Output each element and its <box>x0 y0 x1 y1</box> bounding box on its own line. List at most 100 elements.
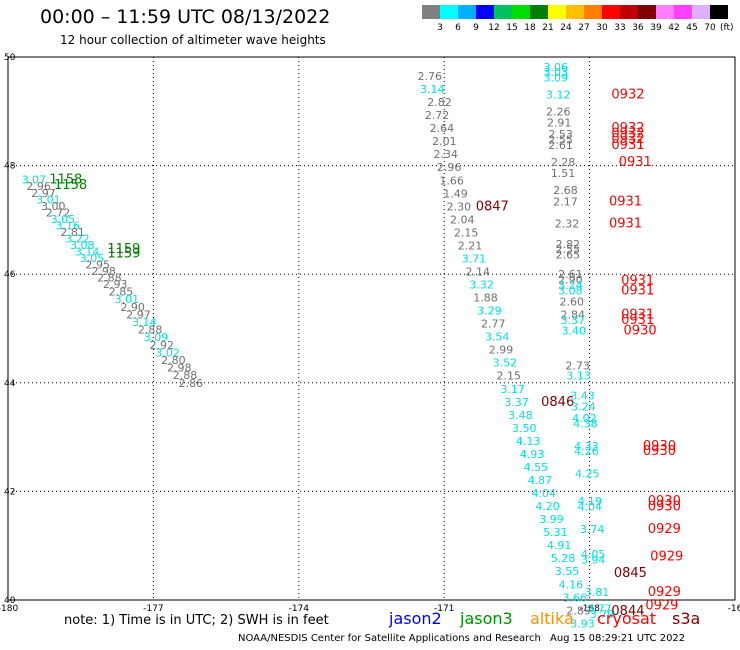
wave-height-label: 2.88 <box>173 369 198 382</box>
wave-height-label: 4.26 <box>574 445 599 458</box>
wave-height-label: 3.94 <box>581 553 606 566</box>
time-label: 0932 <box>611 121 644 136</box>
legend-bin-label: 9 <box>473 23 479 33</box>
wave-height-label: 4.38 <box>573 418 598 431</box>
wave-height-label: 3.09 <box>544 72 569 85</box>
legend-altika: altika <box>530 609 574 628</box>
wave-height-label: 2.01 <box>432 135 457 148</box>
wave-height-label: 3.01 <box>115 293 140 306</box>
time-label: 0930 <box>648 494 681 509</box>
wave-height-label: 3.06 <box>544 61 569 74</box>
wave-height-label: 2.93 <box>103 278 128 291</box>
wave-height-label: 2.90 <box>120 301 144 314</box>
legend-swatch <box>656 5 674 19</box>
time-label: 0844 <box>611 604 644 619</box>
credit-text: NOAA/NESDIS Center for Satellite Applica… <box>238 633 541 644</box>
time-label: 0929 <box>648 522 681 537</box>
wave-height-label: 2.98 <box>91 265 116 278</box>
x-tick-label: -168 <box>579 604 600 614</box>
legend-bin-label: 36 <box>632 23 644 33</box>
wave-height-label: 3.01 <box>36 193 61 206</box>
y-tick-label: 48 <box>4 162 16 172</box>
legend-s3a: s3a <box>672 609 701 628</box>
wave-height-label: 4.91 <box>547 539 572 552</box>
wave-height-label: 2.17 <box>553 195 578 208</box>
legend-jason3: jason3 <box>460 609 513 628</box>
wave-height-label: 4.87 <box>528 474 553 487</box>
wave-height-label: 3.08 <box>70 239 95 252</box>
wave-height-label: 3.93 <box>570 617 595 630</box>
wave-height-label: 2.81 <box>60 226 85 239</box>
legend-bin-label: 70 <box>704 23 716 33</box>
legend-bin-label: 18 <box>524 23 536 33</box>
wave-height-label: 3.05 <box>80 252 105 265</box>
wave-height-label: 5.28 <box>551 552 576 565</box>
wave-height-label: 2.73 <box>565 359 590 372</box>
time-label: 0930 <box>624 324 657 339</box>
wave-height-label: 3.24 <box>558 279 583 292</box>
wave-height-label: 2.28 <box>551 156 576 169</box>
legend-swatch <box>494 5 512 19</box>
wave-height-label: 3.09 <box>144 331 169 344</box>
wave-height-label: 2.82 <box>556 238 581 251</box>
wave-height-label: 2.61 <box>558 268 583 281</box>
legend-bin-label: 27 <box>578 23 590 33</box>
wave-height-label: 2.82 <box>427 96 452 109</box>
chart-subtitle: 12 hour collection of altimeter wave hei… <box>60 33 326 47</box>
time-label: 0845 <box>614 566 647 581</box>
wave-height-label: 2.97 <box>126 308 151 321</box>
wave-height-label: 3.24 <box>571 401 596 414</box>
wave-height-label: 2.65 <box>556 249 581 262</box>
legend-cryosat: cryosat <box>597 609 657 628</box>
wave-height-label: 3.13 <box>566 370 591 383</box>
legend-swatch <box>422 5 440 19</box>
wave-height-label: 3.74 <box>580 523 605 536</box>
wave-height-label: 2.30 <box>447 200 472 213</box>
time-label: 1158 <box>54 178 87 193</box>
legend-swatch <box>674 5 692 19</box>
x-tick-label: -174 <box>289 604 310 614</box>
legend-bin-label: 24 <box>560 23 572 33</box>
wave-height-label: 3.14 <box>420 83 445 96</box>
wave-height-label: 2.77 <box>481 318 506 331</box>
time-label: 0931 <box>619 155 652 170</box>
wave-height-label: 4.20 <box>535 500 560 513</box>
wave-height-label: 2.98 <box>167 362 192 375</box>
time-label: 0929 <box>650 550 683 565</box>
time-label: 0932 <box>611 87 644 102</box>
time-label: 0930 <box>648 500 681 515</box>
wave-height-label: 2.84 <box>561 308 586 321</box>
legend-bin-label: 33 <box>614 23 626 33</box>
legend-swatch <box>584 5 602 19</box>
legend-swatch <box>638 5 656 19</box>
plot-frame <box>7 56 736 601</box>
time-label: 1159 <box>107 242 140 257</box>
time-label: 0932 <box>611 132 644 147</box>
time-label: 0931 <box>621 274 654 289</box>
wave-height-label: 2.80 <box>161 354 186 367</box>
wave-height-label: 1.51 <box>551 167 576 180</box>
legend-bin-label: 3 <box>437 23 443 33</box>
wave-height-label: 3.22 <box>65 232 90 245</box>
legend-bin-label: 12 <box>488 23 500 33</box>
wave-height-label: 2.85 <box>109 286 134 299</box>
wave-height-label: 4.13 <box>516 435 541 448</box>
wave-height-label: 2.21 <box>458 239 483 252</box>
wave-height-label: 3.40 <box>561 325 586 338</box>
time-label: 0931 <box>611 138 644 153</box>
wave-height-label: 2.89 <box>566 604 591 617</box>
wave-height-label: 2.76 <box>418 70 443 83</box>
wave-height-label: 4.55 <box>524 461 549 474</box>
legend-swatch <box>512 5 530 19</box>
legend-swatch <box>602 5 620 19</box>
wave-height-label: 3.55 <box>555 565 580 578</box>
wave-height-label: 4.33 <box>574 440 599 453</box>
wave-height-label: 3.02 <box>155 346 180 359</box>
wave-height-label: 1.88 <box>473 292 498 305</box>
time-label: 0932 <box>611 127 644 142</box>
wave-height-label: 2.26 <box>546 105 571 118</box>
legend-bin-label: 42 <box>668 23 680 33</box>
wave-height-label: 2.14 <box>466 265 491 278</box>
wave-height-label: 3.32 <box>469 279 494 292</box>
wave-height-label: 1.49 <box>443 187 468 200</box>
